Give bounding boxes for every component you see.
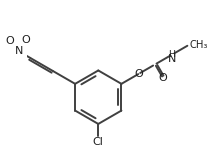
- Text: O: O: [22, 35, 30, 45]
- Text: H: H: [168, 50, 175, 59]
- Text: N: N: [168, 54, 176, 64]
- Text: O: O: [159, 73, 168, 83]
- Text: O: O: [6, 36, 14, 46]
- Text: CH₃: CH₃: [190, 40, 208, 50]
- Text: Cl: Cl: [93, 137, 104, 147]
- Text: O: O: [134, 69, 143, 79]
- Text: N: N: [15, 46, 23, 56]
